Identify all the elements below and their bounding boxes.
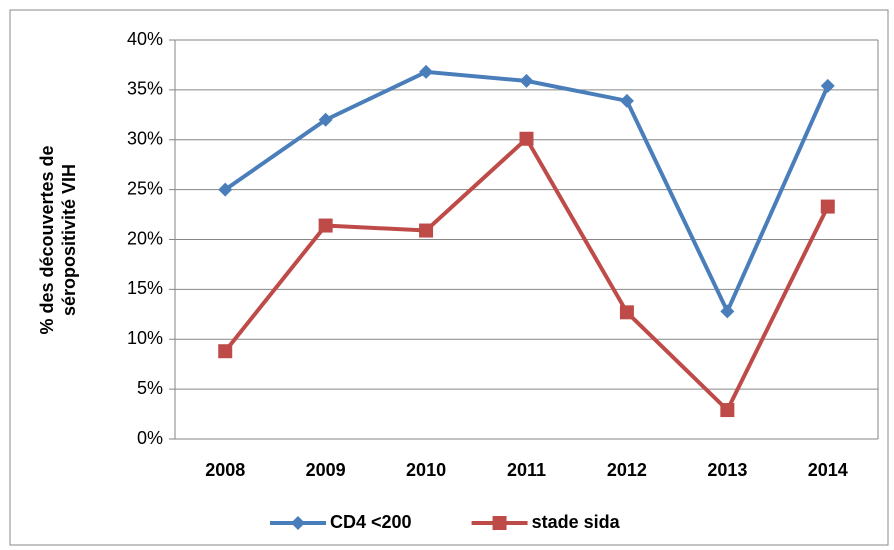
y-tick-label: 20% xyxy=(127,228,163,248)
y-tick-label: 5% xyxy=(137,378,163,398)
x-tick-label: 2008 xyxy=(205,460,245,480)
x-tick-label: 2012 xyxy=(607,460,647,480)
marker xyxy=(318,218,333,233)
marker xyxy=(419,64,434,79)
y-tick-label: 40% xyxy=(127,29,163,49)
marker xyxy=(519,131,534,146)
legend-label: stade sida xyxy=(532,512,621,532)
y-tick-label: 10% xyxy=(127,328,163,348)
marker xyxy=(820,199,835,214)
legend-marker xyxy=(291,516,305,530)
marker xyxy=(218,344,233,359)
y-tick-label: 35% xyxy=(127,79,163,99)
y-tick-label: 30% xyxy=(127,129,163,149)
y-axis-label: % des découvertes de xyxy=(37,145,57,334)
legend-label: CD4 <200 xyxy=(330,512,412,532)
marker xyxy=(720,403,735,418)
marker xyxy=(218,182,233,197)
x-tick-label: 2009 xyxy=(306,460,346,480)
marker xyxy=(519,73,534,88)
marker xyxy=(720,304,735,319)
marker xyxy=(619,305,634,320)
x-tick-label: 2013 xyxy=(707,460,747,480)
x-tick-label: 2014 xyxy=(808,460,848,480)
y-tick-label: 25% xyxy=(127,178,163,198)
marker xyxy=(820,78,835,93)
marker xyxy=(619,93,634,108)
legend-marker xyxy=(492,516,507,530)
y-tick-label: 15% xyxy=(127,278,163,298)
y-axis-label: séropositivité VIH xyxy=(59,164,79,316)
y-tick-label: 0% xyxy=(137,428,163,448)
x-tick-label: 2010 xyxy=(406,460,446,480)
marker xyxy=(419,223,434,238)
x-tick-label: 2011 xyxy=(507,460,546,480)
marker xyxy=(318,112,333,127)
